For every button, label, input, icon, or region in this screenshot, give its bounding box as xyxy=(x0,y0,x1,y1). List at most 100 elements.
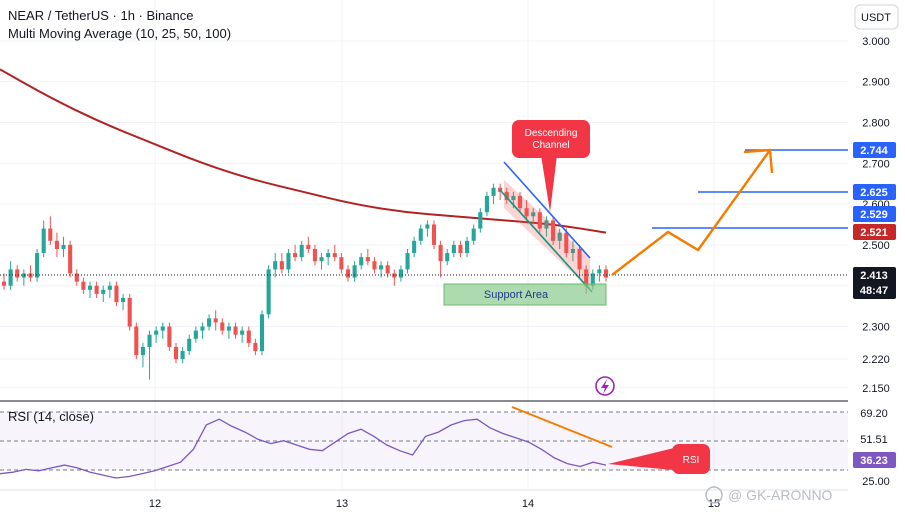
candle-body xyxy=(445,253,450,262)
candle-body xyxy=(226,326,231,331)
rsi-tag-upper: 69.20 xyxy=(853,405,896,421)
price-tick-label: 2.220 xyxy=(862,354,890,366)
price-tag-2529: 2.529 xyxy=(853,206,896,222)
candle-body xyxy=(21,273,26,278)
descending-channel-callout[interactable]: Descending Channel xyxy=(512,120,590,212)
price-tick-label: 3.000 xyxy=(862,36,890,48)
candle-body xyxy=(478,212,483,229)
svg-text:36.23: 36.23 xyxy=(860,455,888,467)
svg-text:2.625: 2.625 xyxy=(860,187,888,199)
candle-body xyxy=(577,248,582,270)
currency-button-label: USDT xyxy=(861,12,891,24)
lightning-icon[interactable] xyxy=(595,376,615,396)
candle-body xyxy=(570,248,575,254)
candle-body xyxy=(266,269,271,315)
rsi-divergence-line[interactable] xyxy=(511,406,613,448)
price-axis-labels: 2.1502.2202.3002.4002.5002.6002.7002.800… xyxy=(862,36,890,395)
svg-text:2.413: 2.413 xyxy=(860,270,888,282)
candle-body xyxy=(332,253,337,258)
candle-body xyxy=(531,212,536,217)
candle-body xyxy=(213,318,218,323)
candle-body xyxy=(81,281,86,290)
candle-body xyxy=(537,212,542,229)
candle-body xyxy=(293,253,298,258)
support-area-box[interactable] xyxy=(443,283,607,306)
rsi-callout-label: RSI xyxy=(683,455,700,466)
rsi-axis[interactable]: 25.0075.00 69.20 51.51 36.23 xyxy=(848,402,905,500)
candle-body xyxy=(147,334,152,347)
candle-body xyxy=(35,253,40,278)
candle-body xyxy=(603,269,609,278)
candle-body xyxy=(379,265,384,270)
price-pane[interactable]: Support Area Descending Channel xyxy=(0,68,848,396)
candle-body xyxy=(471,228,476,241)
candle-body xyxy=(101,289,106,294)
time-tick-label: 15 xyxy=(708,498,720,510)
price-tick-label: 2.500 xyxy=(862,240,890,252)
candle-body xyxy=(339,257,344,270)
channel-upper-line[interactable] xyxy=(503,161,591,259)
rsi-tag-mid: 51.51 xyxy=(853,431,896,447)
svg-text:51.51: 51.51 xyxy=(860,434,888,446)
candle-body xyxy=(259,314,265,352)
candle-body xyxy=(299,244,304,258)
support-area-label: Support Area xyxy=(484,289,549,301)
candle-body xyxy=(140,346,145,356)
candle-body xyxy=(233,326,238,335)
candle-body xyxy=(94,285,99,294)
candle-body xyxy=(279,261,284,270)
chart-title: NEAR / TetherUS · 1h · Binance xyxy=(8,8,193,23)
candle-body xyxy=(405,253,410,270)
price-tick-label: 2.700 xyxy=(862,158,890,170)
candle-body xyxy=(412,240,417,254)
candle-body xyxy=(392,273,397,278)
candle-body xyxy=(319,257,324,262)
rsi-callout[interactable]: RSI xyxy=(608,444,710,474)
candle-body xyxy=(306,244,311,249)
candle-body xyxy=(167,326,172,347)
callout-line-2: Channel xyxy=(532,140,569,151)
price-tick-label: 2.800 xyxy=(862,117,890,129)
candle-body xyxy=(28,273,33,278)
rsi-tick-label: 25.00 xyxy=(862,476,890,488)
candle-body xyxy=(557,232,562,241)
candle-body xyxy=(345,269,351,278)
candle-body xyxy=(597,269,602,274)
candle-body xyxy=(458,244,463,254)
candle-body xyxy=(54,240,59,249)
candle-body xyxy=(544,220,549,229)
candle-body xyxy=(121,297,126,303)
indicator-label: Multi Moving Average (10, 25, 50, 100) xyxy=(8,26,231,41)
candle-body xyxy=(273,261,278,270)
rsi-pane[interactable]: RSI (14, close) RSI xyxy=(0,406,848,479)
candle-body xyxy=(517,195,523,209)
grid-lines xyxy=(0,0,848,490)
candle-body xyxy=(286,253,291,270)
svg-text:2.529: 2.529 xyxy=(860,209,888,221)
rsi-callout-box xyxy=(672,444,710,474)
candle-body xyxy=(15,269,20,278)
candle-body xyxy=(352,265,357,278)
candle-body xyxy=(484,195,489,213)
candle-body xyxy=(48,228,53,241)
candle-body xyxy=(200,326,205,331)
candle-body xyxy=(107,285,112,290)
candle-body xyxy=(359,257,364,266)
candle-body xyxy=(431,224,437,245)
candlesticks xyxy=(1,183,609,380)
price-tag-2625: 2.625 xyxy=(853,184,896,200)
candle-body xyxy=(193,330,198,339)
watermark-logo-icon xyxy=(705,486,723,504)
forecast-path[interactable] xyxy=(611,149,771,276)
svg-text:2.744: 2.744 xyxy=(860,145,888,157)
candle-body xyxy=(187,338,192,352)
candle-body xyxy=(61,244,66,249)
time-axis[interactable]: 12 13 14 15 xyxy=(0,489,848,510)
candle-body xyxy=(511,195,516,200)
candle-body xyxy=(127,297,132,327)
rsi-tag-current: 36.23 xyxy=(853,452,896,468)
rsi-callout-pointer xyxy=(608,448,674,470)
currency-button[interactable]: USDT xyxy=(854,4,899,30)
